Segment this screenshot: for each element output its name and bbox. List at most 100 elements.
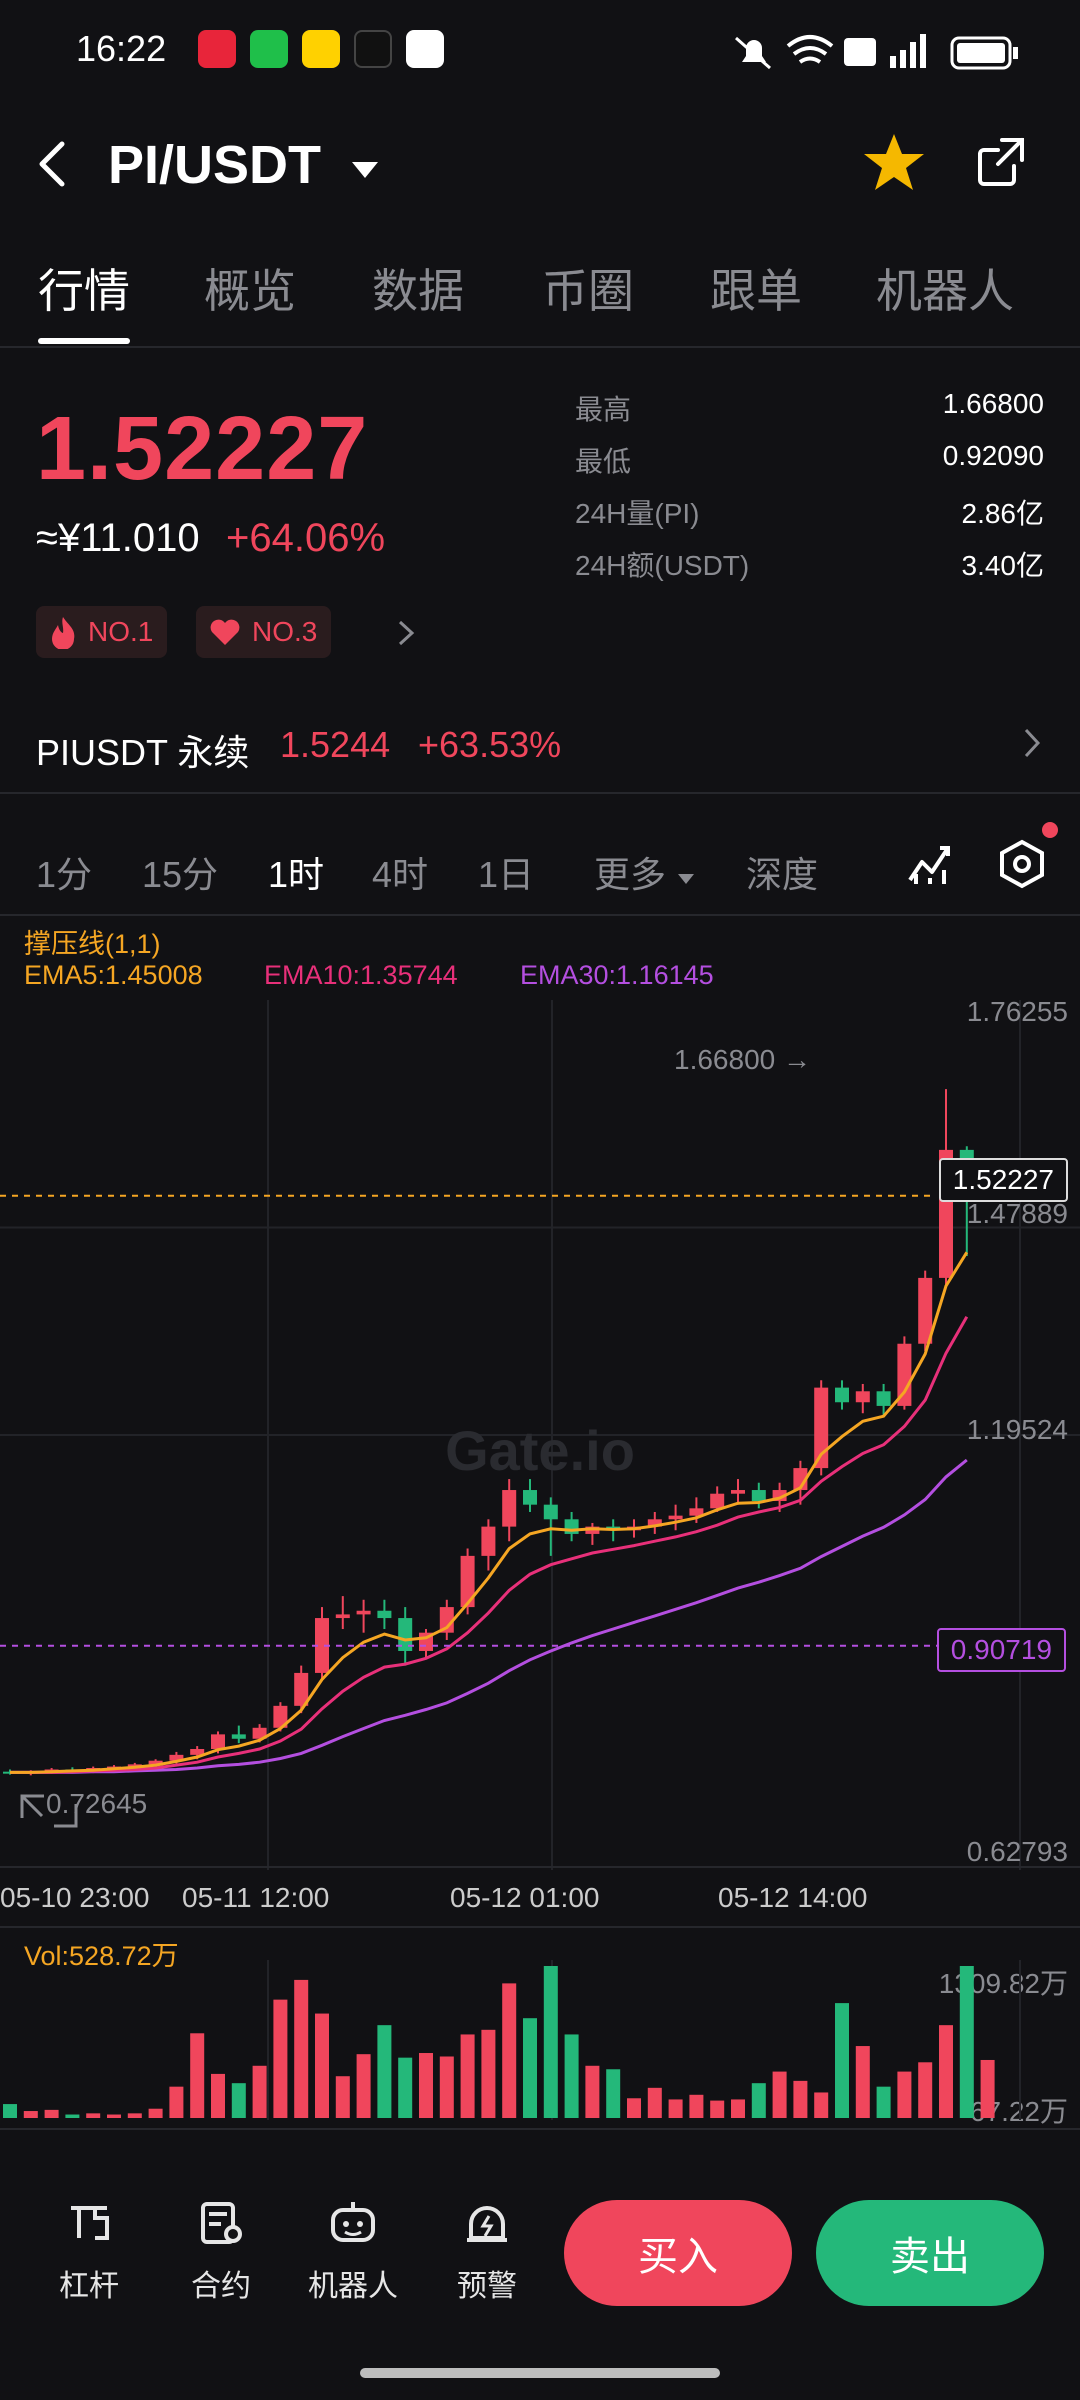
watermark-text: Gate.io	[445, 1419, 635, 1482]
low-price-marker: 0.72645	[46, 1788, 148, 1819]
candlestick-chart[interactable]: Gate.io	[0, 1000, 1080, 1870]
expand-icon[interactable]	[14, 1786, 84, 1836]
tiktok-notification-icon	[354, 30, 392, 68]
buy-button[interactable]: 买入	[564, 2200, 792, 2306]
volume-bar	[751, 2083, 766, 2118]
leverage-icon	[71, 2206, 109, 2240]
volume-bar	[439, 2056, 454, 2118]
stat-label-low: 最低	[575, 446, 632, 477]
candle	[481, 1526, 496, 1556]
app-notification-icon	[198, 30, 236, 68]
volume-bar	[543, 1966, 558, 2118]
volume-bar	[980, 2059, 995, 2118]
interval-1d[interactable]: 1日	[478, 854, 535, 895]
nav-contract[interactable]: 合约	[166, 2200, 276, 2305]
divider	[0, 1866, 1080, 1868]
tab-copy-trade[interactable]: 跟单	[710, 265, 802, 317]
candle	[731, 1490, 745, 1494]
volume-bar	[606, 2069, 621, 2118]
perpetual-row[interactable]: PIUSDT 永续 1.5244 +63.53%	[0, 700, 1080, 790]
rank-badge-1[interactable]: NO.1	[36, 606, 168, 658]
ema10-line	[10, 1315, 969, 1774]
chevron-right-icon[interactable]	[394, 618, 418, 648]
indicator-chart-icon[interactable]	[906, 840, 954, 888]
nav-robot-label: 机器人	[308, 2270, 398, 2303]
candle	[315, 1618, 329, 1673]
sell-button[interactable]: 卖出	[816, 2200, 1044, 2306]
candle	[377, 1610, 392, 1619]
stat-value-low: 0.92090	[942, 440, 1044, 471]
candle	[294, 1672, 309, 1706]
tab-market[interactable]: 行情	[38, 265, 130, 317]
volume-bar	[127, 2113, 142, 2118]
favorite-star-icon[interactable]	[862, 132, 926, 192]
candle	[772, 1490, 787, 1502]
wifi-icon	[786, 35, 834, 64]
notification-dot	[1042, 822, 1058, 838]
nav-alert[interactable]: 预警	[432, 2200, 542, 2305]
pair-title[interactable]: PI/USDT	[108, 134, 380, 196]
candle	[273, 1705, 288, 1728]
nav-leverage[interactable]: 杠杆	[34, 2200, 144, 2305]
share-icon[interactable]	[974, 134, 1030, 190]
volume-bar	[190, 2033, 205, 2118]
ema10-label: EMA10:1.35744	[264, 960, 458, 990]
tab-overview[interactable]: 概览	[204, 265, 296, 317]
volume-label: Vol:528.72万	[24, 1941, 179, 1971]
high-price-marker: 1.66800 →	[674, 1044, 811, 1075]
interval-4h[interactable]: 4时	[372, 854, 429, 895]
tab-bot[interactable]: 机器人	[876, 265, 1014, 317]
contract-icon	[201, 2202, 242, 2244]
back-icon[interactable]	[30, 138, 74, 190]
candle	[710, 1493, 725, 1509]
divider	[0, 1926, 1080, 1928]
volume-bar	[731, 2099, 745, 2118]
candle	[855, 1391, 870, 1403]
volume-bar	[65, 2114, 80, 2118]
stat-value-volume: 2.86亿	[961, 498, 1045, 529]
ema5-label: EMA5:1.45008	[24, 960, 203, 990]
volume-bar	[814, 2092, 829, 2118]
tab-data[interactable]: 数据	[372, 265, 464, 317]
volume-bar	[689, 2094, 704, 2118]
settings-hexagon-icon[interactable]	[994, 836, 1050, 892]
time-axis-label: 05-10 23:00	[0, 1882, 150, 1913]
candle	[356, 1610, 371, 1615]
nav-robot[interactable]: 机器人	[298, 2200, 408, 2305]
hd-icon	[844, 38, 876, 66]
stat-label-turnover: 24H额(USDT)	[575, 550, 750, 581]
last-price: 1.52227	[36, 399, 369, 499]
candle	[502, 1490, 517, 1527]
stat-value-turnover: 3.40亿	[961, 550, 1045, 581]
candle	[231, 1734, 246, 1739]
volume-bar	[148, 2108, 163, 2118]
time-axis-label: 05-12 01:00	[450, 1882, 600, 1913]
top-bar	[0, 110, 1080, 220]
volume-bar	[855, 2046, 870, 2118]
volume-bar	[523, 2018, 537, 2118]
ema30-line	[10, 1458, 968, 1774]
signal-icon	[890, 34, 926, 68]
price-cny: ≈¥11.010	[36, 516, 200, 560]
active-tab-indicator	[38, 338, 130, 344]
nav-leverage-label: 杠杆	[59, 2270, 119, 2303]
volume-bar	[107, 2114, 121, 2118]
candle	[398, 1618, 413, 1651]
volume-bar	[897, 2071, 912, 2118]
interval-depth[interactable]: 深度	[746, 854, 819, 895]
interval-more[interactable]: 更多	[594, 846, 696, 898]
candle	[543, 1504, 558, 1520]
ema30-label: EMA30:1.16145	[520, 960, 714, 990]
tab-community[interactable]: 币圈	[542, 265, 634, 317]
caret-down-icon	[352, 161, 379, 178]
status-bar: 16:22	[0, 0, 1080, 100]
divider	[0, 2128, 1080, 2130]
current-price-tag: 1.52227	[938, 1158, 1068, 1202]
interval-15m[interactable]: 15分	[142, 854, 219, 895]
interval-1m[interactable]: 1分	[36, 854, 93, 895]
candle	[668, 1515, 683, 1520]
volume-bar	[419, 2053, 433, 2118]
price-axis-label: 1.47889	[966, 1198, 1068, 1229]
rank-badge-2[interactable]: NO.3	[196, 606, 332, 658]
interval-1h[interactable]: 1时	[268, 854, 325, 895]
